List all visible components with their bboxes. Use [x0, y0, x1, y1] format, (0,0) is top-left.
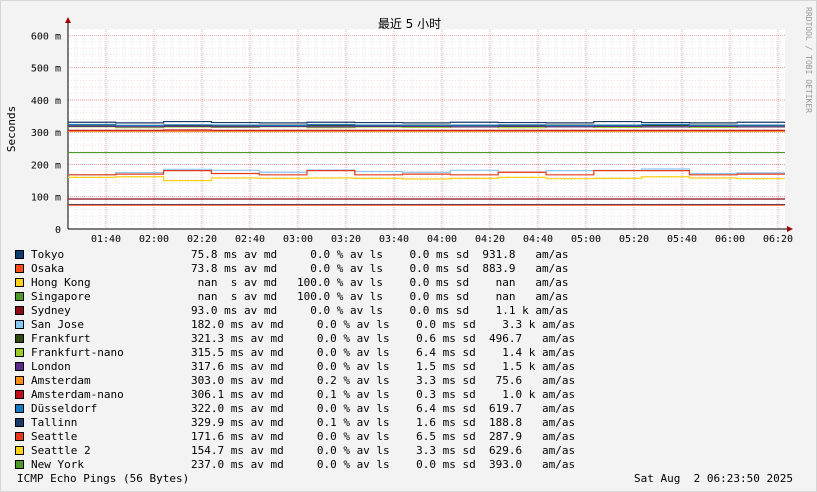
- legend-stats: 237.0 ms av md 0.0 % av ls 0.0 ms sd 393…: [191, 458, 576, 471]
- legend-swatch: [15, 292, 24, 301]
- legend-stats: 329.9 ms av md 0.1 % av ls 1.6 ms sd 188…: [191, 416, 576, 429]
- legend-stats: nan s av md 100.0 % av ls 0.0 ms sd nan …: [191, 276, 569, 289]
- legend-stats: 93.0 ms av md 0.0 % av ls 0.0 ms sd 1.1 …: [191, 304, 569, 317]
- legend-swatch: [15, 404, 24, 413]
- legend-label: Amsterdam: [31, 374, 91, 387]
- legend-swatch: [15, 348, 24, 357]
- y-tick-label: 400 m: [31, 96, 61, 107]
- legend-label: Amsterdam-nano: [31, 388, 124, 401]
- latency-chart: 0 100 m 200 m 300 m 400 m 500 m 600 m 01:40 02:0…: [5, 17, 793, 245]
- legend-stats: 321.3 ms av md 0.0 % av ls 0.6 ms sd 496…: [191, 332, 576, 345]
- legend-stats: 171.6 ms av md 0.0 % av ls 6.5 ms sd 287…: [191, 430, 576, 443]
- legend-label: Düsseldorf: [31, 402, 98, 415]
- legend-stats: 303.0 ms av md 0.2 % av ls 3.3 ms sd 75.…: [191, 374, 576, 387]
- legend-label: Frankfurt: [31, 332, 91, 345]
- legend-stats: 182.0 ms av md 0.0 % av ls 0.0 ms sd 3.3…: [191, 318, 576, 331]
- x-tick-label: 02:40: [235, 234, 265, 245]
- legend-label: Sydney: [31, 304, 71, 317]
- y-axis-arrow: [65, 17, 71, 23]
- x-tick-label: 05:40: [667, 234, 697, 245]
- y-tick-label: 600 m: [31, 31, 61, 42]
- legend-swatch: [15, 306, 24, 315]
- legend-stats: 154.7 ms av md 0.0 % av ls 3.3 ms sd 629…: [191, 444, 576, 457]
- x-tick-label: 06:20: [763, 234, 793, 245]
- legend-swatch: [15, 390, 24, 399]
- legend-label: Hong Kong: [31, 276, 91, 289]
- series-line: [68, 123, 785, 127]
- series-line: [68, 176, 785, 182]
- x-tick-label: 02:00: [139, 234, 169, 245]
- legend-stats: 73.8 ms av md 0.0 % av ls 0.0 ms sd 883.…: [191, 262, 569, 275]
- legend-stats: 306.1 ms av md 0.1 % av ls 0.3 ms sd 1.0…: [191, 388, 576, 401]
- legend-stats: 315.5 ms av md 0.0 % av ls 6.4 ms sd 1.4…: [191, 346, 576, 359]
- x-tick-label: 03:00: [283, 234, 313, 245]
- legend-swatch: [15, 446, 24, 455]
- legend-swatch: [15, 334, 24, 343]
- legend-swatch: [15, 418, 24, 427]
- y-axis-label: Seconds: [5, 106, 18, 152]
- x-tick-label: 03:40: [379, 234, 409, 245]
- y-tick-label: 100 m: [31, 193, 61, 204]
- series-line: [68, 170, 785, 176]
- legend-swatch: [15, 376, 24, 385]
- x-tick-label: 04:20: [475, 234, 505, 245]
- legend-swatch: [15, 250, 24, 259]
- x-tick-label: 05:00: [571, 234, 601, 245]
- chart-title: 最近 5 小时: [377, 17, 442, 31]
- footer-right: Sat Aug 2 06:23:50 2025: [634, 472, 793, 485]
- y-tick-label: 200 m: [31, 160, 61, 171]
- legend-swatch: [15, 460, 24, 469]
- series-line: [68, 120, 785, 124]
- legend-swatch: [15, 432, 24, 441]
- legend-swatch: [15, 264, 24, 273]
- x-tick-label: 01:40: [91, 234, 121, 245]
- legend-label: Seattle: [31, 430, 78, 443]
- legend-swatch: [15, 278, 24, 287]
- legend-stats: 75.8 ms av md 0.0 % av ls 0.0 ms sd 931.…: [191, 248, 569, 261]
- x-tick-label: 02:20: [187, 234, 217, 245]
- legend-swatch: [15, 320, 24, 329]
- legend-label: Singapore: [31, 290, 91, 303]
- footer-left: ICMP Echo Pings (56 Bytes): [17, 472, 190, 485]
- legend-label: Tokyo: [31, 248, 65, 261]
- x-tick-label: 05:20: [619, 234, 649, 245]
- legend-label: New York: [31, 458, 84, 471]
- legend-stats: 317.6 ms av md 0.0 % av ls 1.5 ms sd 1.5…: [191, 360, 576, 373]
- legend-swatch: [15, 362, 24, 371]
- legend-label: Tallinn: [31, 416, 78, 429]
- legend-label: Frankfurt-nano: [31, 346, 124, 359]
- y-tick-label: 0: [55, 225, 61, 236]
- y-tick-label: 300 m: [31, 128, 61, 139]
- legend-label: Osaka: [31, 262, 65, 275]
- legend-label: Seattle 2: [31, 444, 91, 457]
- plot-area: [68, 29, 785, 229]
- rrdtool-watermark: RRDTOOL / TOBI OETIKER: [804, 7, 813, 113]
- x-tick-label: 04:40: [523, 234, 553, 245]
- legend-label: San Jose: [31, 318, 84, 331]
- x-tick-label: 04:00: [427, 234, 457, 245]
- series-line: [68, 168, 785, 176]
- x-axis-arrow: [787, 226, 793, 232]
- x-tick-label: 06:00: [715, 234, 745, 245]
- y-tick-label: 500 m: [31, 64, 61, 75]
- legend-stats: 322.0 ms av md 0.0 % av ls 6.4 ms sd 619…: [191, 402, 576, 415]
- legend-stats: nan s av md 100.0 % av ls 0.0 ms sd nan …: [191, 290, 569, 303]
- x-tick-label: 03:20: [331, 234, 361, 245]
- legend-label: London: [31, 360, 71, 373]
